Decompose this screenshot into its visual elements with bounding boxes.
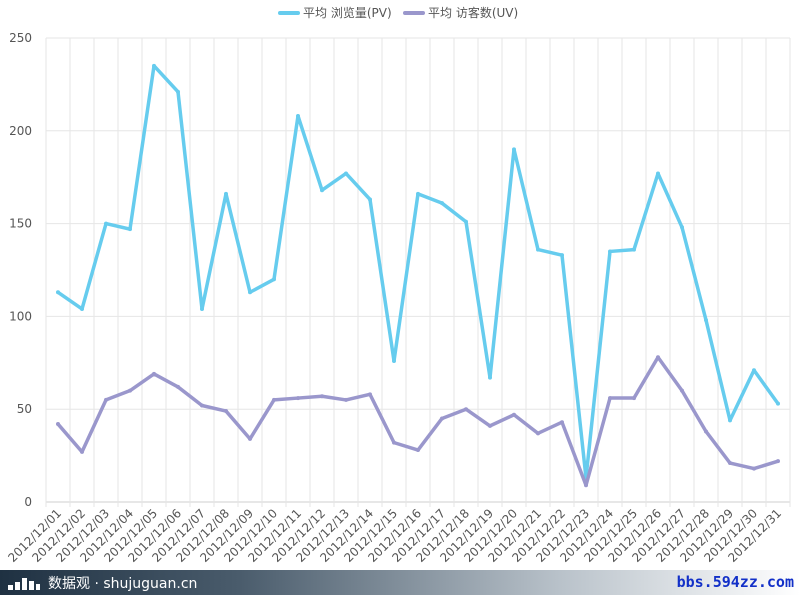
series-layer: [56, 63, 780, 488]
y-axis: 0 50 100 150 200 250: [9, 31, 32, 509]
brand[interactable]: 数据观 · shujuguan.cn: [8, 573, 197, 592]
data-point-uv[interactable]: [104, 397, 108, 402]
data-point-uv[interactable]: [752, 466, 756, 471]
data-point-pv[interactable]: [416, 191, 420, 196]
data-point-uv[interactable]: [656, 355, 660, 360]
data-point-pv[interactable]: [128, 227, 132, 232]
grid: [45, 37, 791, 507]
data-point-uv[interactable]: [152, 371, 156, 376]
data-point-pv[interactable]: [440, 201, 444, 206]
legend-label-pv: 平均 浏览量(PV): [303, 5, 392, 20]
data-point-uv[interactable]: [392, 440, 396, 445]
data-point-pv[interactable]: [368, 197, 372, 202]
data-point-pv[interactable]: [464, 219, 468, 224]
line-chart: 平均 浏览量(PV) 平均 访客数(UV) 0 50 100 150 200 250 20…: [5, 5, 791, 565]
data-point-uv[interactable]: [272, 397, 276, 402]
data-point-pv[interactable]: [344, 171, 348, 176]
data-point-uv[interactable]: [728, 461, 732, 466]
data-point-pv[interactable]: [680, 225, 684, 230]
data-point-uv[interactable]: [560, 420, 564, 425]
data-point-pv[interactable]: [176, 89, 180, 94]
data-point-pv[interactable]: [152, 63, 156, 68]
data-point-pv[interactable]: [56, 290, 60, 295]
data-point-pv[interactable]: [272, 277, 276, 282]
data-point-uv[interactable]: [680, 388, 684, 393]
legend[interactable]: 平均 浏览量(PV) 平均 访客数(UV): [278, 5, 518, 20]
y-tick-label: 200: [9, 124, 32, 138]
data-point-pv[interactable]: [80, 306, 84, 311]
series-pv: [56, 63, 780, 480]
legend-label-uv: 平均 访客数(UV): [428, 5, 518, 20]
data-point-pv[interactable]: [776, 401, 780, 406]
data-point-pv[interactable]: [392, 358, 396, 363]
data-point-uv[interactable]: [80, 449, 84, 454]
data-point-pv[interactable]: [224, 191, 228, 196]
data-point-uv[interactable]: [632, 396, 636, 401]
data-point-uv[interactable]: [536, 431, 540, 436]
data-point-pv[interactable]: [704, 318, 708, 323]
data-point-pv[interactable]: [296, 113, 300, 118]
data-point-pv[interactable]: [560, 253, 564, 258]
data-point-uv[interactable]: [416, 448, 420, 453]
data-point-pv[interactable]: [320, 188, 324, 193]
brand-text: 数据观 · shujuguan.cn: [48, 575, 198, 592]
data-point-uv[interactable]: [368, 392, 372, 397]
data-point-uv[interactable]: [296, 396, 300, 401]
data-point-uv[interactable]: [608, 396, 612, 401]
data-point-uv[interactable]: [776, 459, 780, 464]
data-point-uv[interactable]: [584, 483, 588, 488]
data-point-pv[interactable]: [512, 147, 516, 152]
y-tick-label: 100: [9, 309, 32, 323]
y-tick-label: 150: [9, 217, 32, 231]
data-point-uv[interactable]: [320, 394, 324, 399]
data-point-uv[interactable]: [56, 422, 60, 427]
data-point-pv[interactable]: [488, 375, 492, 380]
data-point-uv[interactable]: [248, 436, 252, 441]
data-point-pv[interactable]: [752, 368, 756, 373]
data-point-pv[interactable]: [248, 290, 252, 295]
data-point-uv[interactable]: [704, 429, 708, 434]
data-point-uv[interactable]: [440, 416, 444, 421]
data-point-uv[interactable]: [344, 397, 348, 402]
y-tick-label: 50: [17, 402, 32, 416]
y-tick-label: 0: [24, 495, 32, 509]
data-point-pv[interactable]: [608, 249, 612, 254]
legend-item-uv[interactable]: 平均 访客数(UV): [403, 5, 518, 20]
data-point-uv[interactable]: [200, 403, 204, 408]
data-point-uv[interactable]: [464, 407, 468, 412]
data-point-pv[interactable]: [200, 306, 204, 311]
legend-item-pv[interactable]: 平均 浏览量(PV): [278, 5, 392, 20]
data-point-pv[interactable]: [104, 221, 108, 226]
footer-bar: 数据观 · shujuguan.cn bbs.594zz.com: [0, 570, 800, 595]
bar-logo-icon: [8, 577, 40, 590]
data-point-uv[interactable]: [512, 412, 516, 417]
data-point-uv[interactable]: [224, 409, 228, 414]
y-tick-label: 250: [9, 31, 32, 45]
series-uv: [56, 355, 780, 488]
data-point-uv[interactable]: [128, 388, 132, 393]
data-point-uv[interactable]: [488, 423, 492, 428]
data-point-pv[interactable]: [632, 247, 636, 252]
data-point-pv[interactable]: [728, 418, 732, 423]
data-point-pv[interactable]: [536, 247, 540, 252]
watermark-text: bbs.594zz.com: [676, 573, 794, 591]
x-axis: 2012/12/012012/12/022012/12/032012/12/04…: [5, 506, 784, 565]
data-point-pv[interactable]: [656, 171, 660, 176]
data-point-uv[interactable]: [176, 384, 180, 389]
